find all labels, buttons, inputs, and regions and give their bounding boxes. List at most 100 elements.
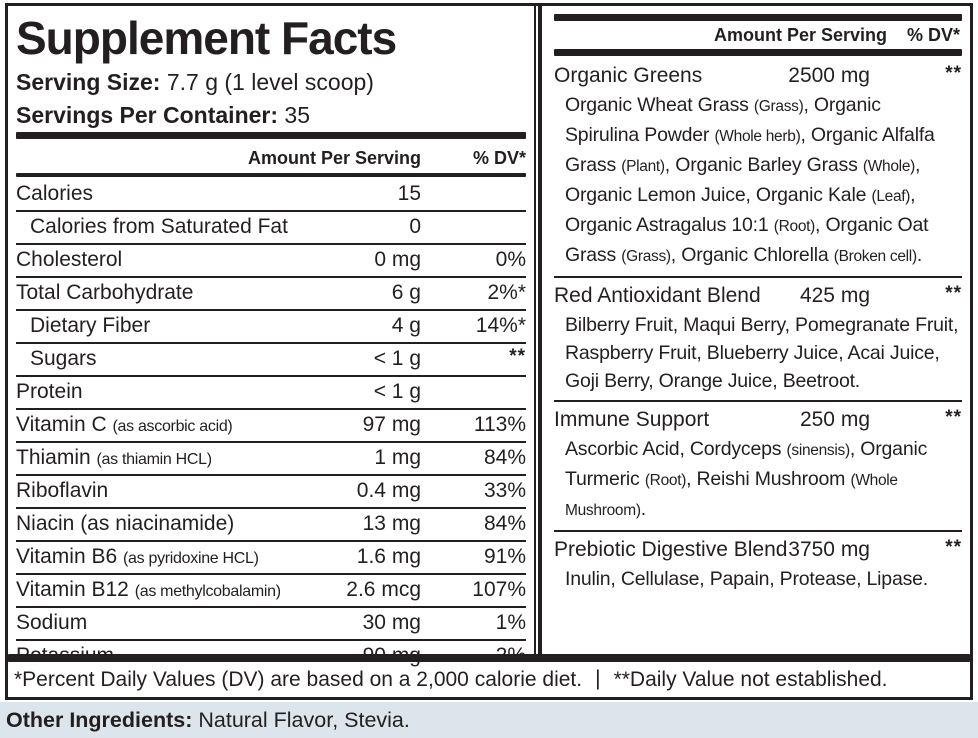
nutrient-dv: 84%: [483, 446, 526, 469]
nutrient-name: Sugars: [30, 347, 97, 370]
blend-ingredients: Organic Wheat Grass (Grass), Organic Spi…: [565, 94, 935, 266]
nutrient-amount: < 1 g: [373, 347, 421, 370]
blend-amount: 3750 mg: [788, 538, 870, 561]
blend-dv: **: [945, 537, 962, 558]
blend-dv: **: [945, 63, 962, 84]
right-column: Amount Per Serving % DV* Organic Greens …: [538, 6, 970, 654]
nutrient-table: Calories 15 Calories from Saturated Fat …: [16, 179, 526, 672]
blend-name: Red Antioxidant Blend: [554, 284, 761, 307]
table-row: Sodium 30 mg 1%: [16, 606, 526, 639]
blend-section: Red Antioxidant Blend 425 mg ** Bilberry…: [554, 276, 962, 400]
label-columns: Supplement Facts Serving Size: 7.7 g (1 …: [8, 6, 970, 667]
left-column: Supplement Facts Serving Size: 7.7 g (1 …: [8, 6, 536, 667]
amount-per-serving-header: Amount Per Serving: [713, 25, 887, 45]
blend-amount: 425 mg: [799, 284, 870, 307]
nutrient-amount: 15: [397, 182, 421, 205]
servings-per-container-label: Servings Per Container:: [16, 102, 279, 128]
nutrient-amount: 2.6 mcg: [346, 578, 421, 601]
other-ingredients-value: Natural Flavor, Stevia.: [198, 707, 410, 732]
table-row: Sugars < 1 g **: [16, 342, 526, 375]
nutrient-amount: 1 mg: [374, 446, 421, 469]
blend-dv: **: [945, 407, 962, 428]
nutrient-dv: 1%: [495, 611, 526, 634]
table-row: Protein < 1 g: [16, 375, 526, 408]
table-row: Vitamin B12 (as methylcobalamin) 2.6 mcg…: [16, 573, 526, 606]
supplement-facts-label: Supplement Facts Serving Size: 7.7 g (1 …: [5, 3, 973, 700]
serving-size-value: 7.7 g (1 level scoop): [166, 69, 374, 95]
nutrient-dv: 91%: [483, 545, 526, 568]
footnote-dv-not-established: **Daily Value not established.: [613, 668, 888, 691]
blend-section: Immune Support 250 mg ** Ascorbic Acid, …: [554, 400, 962, 530]
nutrient-amount: 0.4 mg: [356, 479, 421, 502]
nutrient-name: Riboflavin: [16, 479, 109, 502]
dv-header: % DV*: [906, 25, 960, 45]
nutrient-name: Vitamin B12 (as methylcobalamin): [16, 578, 281, 601]
blend-amount: 250 mg: [799, 408, 870, 431]
blend-amount: 2500 mg: [788, 64, 870, 87]
blend-list: Organic Greens 2500 mg ** Organic Wheat …: [554, 58, 962, 598]
table-row: Thiamin (as thiamin HCL) 1 mg 84%: [16, 441, 526, 474]
footnote-separator: |: [595, 667, 601, 690]
blend-header-row: Prebiotic Digestive Blend 3750 mg **: [554, 535, 962, 565]
table-row: Vitamin C (as ascorbic acid) 97 mg 113%: [16, 408, 526, 441]
nutrient-name: Calories: [16, 182, 94, 205]
nutrient-name: Protein: [16, 380, 83, 403]
serving-size-line: Serving Size: 7.7 g (1 level scoop): [16, 66, 526, 99]
blend-name: Prebiotic Digestive Blend: [554, 538, 788, 561]
other-ingredients-label: Other Ingredients:: [6, 707, 193, 732]
servings-per-container-value: 35: [284, 102, 311, 128]
right-panel-header: Amount Per Serving % DV*: [554, 21, 962, 49]
blend-name: Organic Greens: [554, 64, 703, 87]
blend-section: Prebiotic Digestive Blend 3750 mg ** Inu…: [554, 530, 962, 598]
dv-header: % DV*: [472, 148, 526, 168]
nutrient-amount: 0: [409, 215, 421, 238]
blend-ingredients: Ascorbic Acid, Cordyceps (sinensis), Org…: [565, 438, 928, 520]
nutrient-name: Niacin (as niacinamide): [16, 512, 235, 535]
nutrient-amount: 97 mg: [362, 413, 421, 436]
table-row: Niacin (as niacinamide) 13 mg 84%: [16, 507, 526, 540]
divider-bar: [16, 132, 526, 139]
blend-header-row: Immune Support 250 mg **: [554, 405, 962, 435]
nutrient-name: Vitamin B6 (as pyridoxine HCL): [16, 545, 259, 568]
nutrient-dv: 107%: [472, 578, 526, 601]
divider-bar: [554, 49, 962, 56]
nutrient-amount: < 1 g: [373, 380, 421, 403]
nutrient-name: Dietary Fiber: [30, 314, 151, 337]
footnote: *Percent Daily Values (DV) are based on …: [8, 662, 970, 697]
footnote-daily-values: *Percent Daily Values (DV) are based on …: [14, 668, 583, 691]
divider-bar: [554, 14, 962, 21]
nutrient-name: Thiamin (as thiamin HCL): [16, 446, 212, 469]
blend-header-row: Red Antioxidant Blend 425 mg **: [554, 281, 962, 311]
servings-per-container-line: Servings Per Container: 35: [16, 99, 526, 132]
table-row: Vitamin B6 (as pyridoxine HCL) 1.6 mg 91…: [16, 540, 526, 573]
table-row: Cholesterol 0 mg 0%: [16, 243, 526, 276]
page-title: Supplement Facts: [16, 12, 397, 64]
footnote-divider-bar: [8, 654, 970, 662]
serving-size-label: Serving Size:: [16, 69, 161, 95]
amount-per-serving-header: Amount Per Serving: [247, 148, 421, 168]
blend-section: Organic Greens 2500 mg ** Organic Wheat …: [554, 58, 962, 276]
blend-dv: **: [945, 283, 962, 304]
blend-ingredients: Inulin, Cellulase, Papain, Protease, Lip…: [565, 568, 929, 590]
table-row: Total Carbohydrate 6 g 2%*: [16, 276, 526, 309]
other-ingredients-strip: Other Ingredients: Natural Flavor, Stevi…: [0, 702, 978, 738]
blend-ingredients: Bilberry Fruit, Maqui Berry, Pomegranate…: [565, 314, 959, 392]
blend-name: Immune Support: [554, 408, 710, 431]
nutrient-name: Calories from Saturated Fat: [30, 215, 288, 238]
table-row: Calories from Saturated Fat 0: [16, 210, 526, 243]
nutrient-amount: 0 mg: [374, 248, 421, 271]
divider-bar: [16, 173, 526, 177]
table-header-row: Amount Per Serving % DV*: [16, 143, 526, 173]
nutrient-dv: 84%: [483, 512, 526, 535]
nutrient-dv: 0%: [495, 248, 526, 271]
nutrient-dv: **: [509, 346, 526, 367]
nutrient-amount: 6 g: [391, 281, 421, 304]
nutrient-dv: 113%: [473, 413, 526, 436]
nutrient-amount: 1.6 mg: [356, 545, 421, 568]
nutrient-amount: 4 g: [391, 314, 421, 337]
nutrient-name: Vitamin C (as ascorbic acid): [16, 413, 233, 436]
nutrient-dv: 2%*: [487, 281, 526, 304]
nutrient-dv: 14%*: [475, 314, 526, 337]
nutrient-amount: 30 mg: [362, 611, 421, 634]
table-row: Riboflavin 0.4 mg 33%: [16, 474, 526, 507]
